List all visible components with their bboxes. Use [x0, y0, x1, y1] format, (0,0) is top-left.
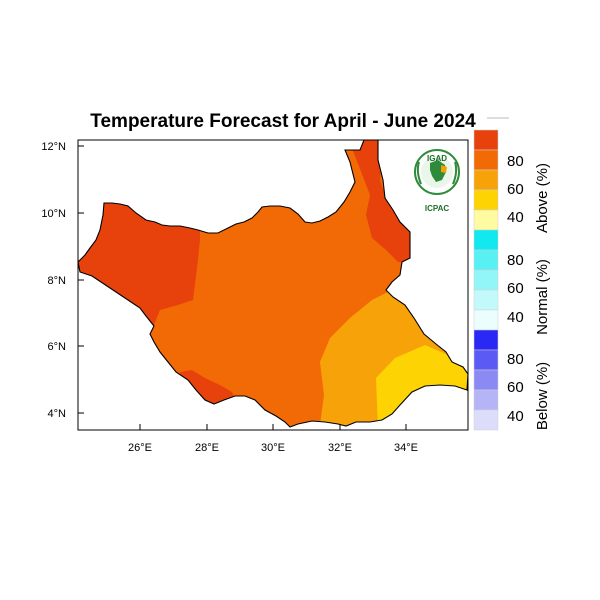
legend-swatch-above — [473, 189, 499, 211]
y-tick-label: 12°N — [41, 141, 66, 153]
legend-tick-label: 80 — [507, 153, 524, 170]
legend-swatch-above — [473, 169, 499, 191]
map-title: Temperature Forecast for April - June 20… — [90, 111, 476, 132]
legend-swatch-normal — [473, 229, 499, 251]
x-tick-label: 32°E — [328, 442, 352, 454]
legend-swatch-normal — [473, 269, 499, 291]
y-axis: 12°N 10°N 8°N 6°N 4°N — [41, 141, 84, 420]
legend-swatch-below — [473, 389, 499, 411]
legend-swatch-normal — [473, 289, 499, 311]
x-tick-label: 30°E — [261, 442, 285, 454]
legend-category-below: Below (%) — [534, 362, 551, 430]
legend-swatch-above — [473, 209, 499, 231]
logo-bottom-text: ICPAC — [425, 204, 450, 213]
legend-swatch-below — [473, 329, 499, 351]
x-axis: 26°E 28°E 30°E 32°E 34°E — [128, 424, 418, 454]
legend-swatch-below — [473, 369, 499, 391]
legend-tick-label: 60 — [507, 181, 524, 198]
legend-tick-label: 60 — [507, 379, 524, 396]
legend-tick-label: 80 — [507, 252, 524, 269]
y-tick-label: 4°N — [48, 408, 67, 420]
legend-category-above: Above (%) — [534, 163, 551, 233]
legend-swatch-normal — [473, 309, 499, 331]
zone-above-80-east — [345, 140, 410, 262]
x-tick-label: 28°E — [195, 442, 219, 454]
legend-swatch-below — [473, 409, 499, 431]
legend-tick-label: 40 — [507, 408, 524, 425]
legend-tick-label: 40 — [507, 209, 524, 226]
legend-swatch-below — [473, 349, 499, 371]
legend-tick-label: 40 — [507, 309, 524, 326]
laurel-left-icon — [416, 161, 422, 185]
logo-top-text: IGAD — [427, 154, 447, 163]
y-tick-label: 10°N — [41, 208, 66, 220]
y-tick-label: 8°N — [48, 275, 67, 287]
y-tick-label: 6°N — [48, 341, 67, 353]
legend-ticks: 80 60 40 80 60 40 80 60 40 — [507, 153, 524, 425]
legend-category-normal: Normal (%) — [534, 259, 551, 335]
igad-region-icon — [441, 165, 447, 173]
legend-tick-label: 80 — [507, 351, 524, 368]
icpac-logo: IGAD ICPAC — [414, 149, 460, 213]
legend-swatch-above — [473, 149, 499, 171]
legend-swatch-above — [473, 129, 499, 151]
legend-tick-label: 60 — [507, 280, 524, 297]
laurel-right-icon — [452, 161, 458, 185]
x-tick-label: 34°E — [394, 442, 418, 454]
legend-colorbar — [473, 129, 499, 431]
x-tick-label: 26°E — [128, 442, 152, 454]
legend-swatch-normal — [473, 249, 499, 271]
